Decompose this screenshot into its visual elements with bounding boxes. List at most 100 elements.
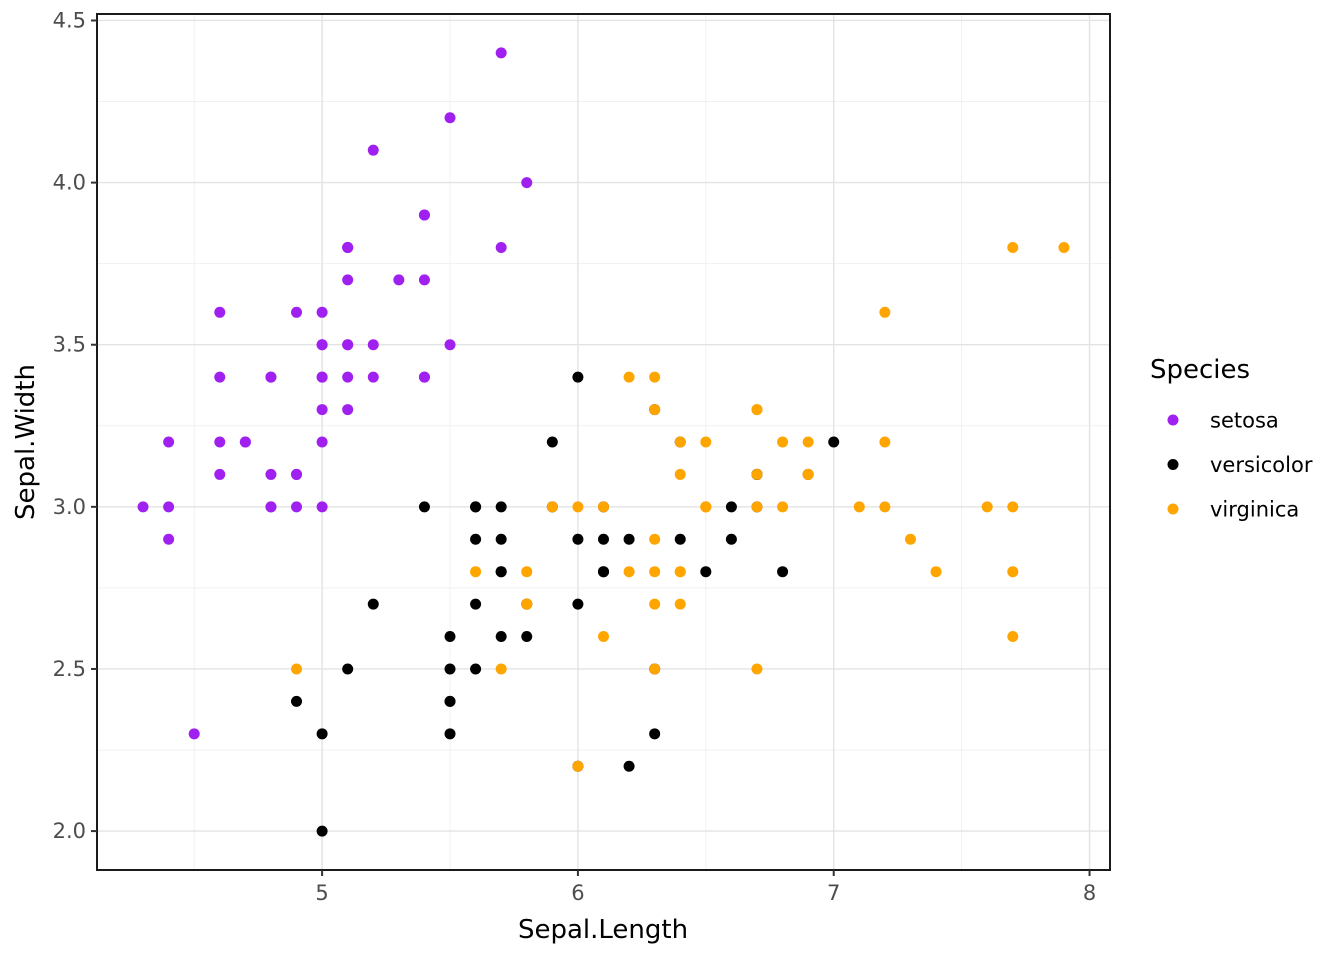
data-point-setosa [291, 306, 303, 318]
data-point-setosa [444, 339, 456, 351]
data-point-virginica [777, 436, 789, 448]
data-point-setosa [342, 404, 354, 416]
data-point-virginica [649, 663, 661, 675]
data-point-virginica [879, 436, 891, 448]
data-point-setosa [342, 274, 354, 286]
data-point-virginica [674, 468, 686, 480]
data-point-versicolor [367, 598, 379, 610]
legend-title: Species [1150, 355, 1250, 385]
data-point-setosa [521, 177, 533, 189]
panel-border [96, 13, 1111, 871]
data-point-versicolor [572, 371, 584, 383]
data-point-setosa [163, 533, 175, 545]
data-point-versicolor [444, 695, 456, 707]
data-point-virginica [495, 663, 507, 675]
data-point-versicolor [572, 533, 584, 545]
data-point-virginica [572, 760, 584, 772]
data-point-setosa [291, 468, 303, 480]
data-point-virginica [1007, 241, 1019, 253]
data-point-virginica [930, 566, 942, 578]
data-point-setosa [342, 339, 354, 351]
data-point-virginica [879, 501, 891, 513]
data-point-setosa [316, 501, 328, 513]
data-point-setosa [291, 501, 303, 513]
data-point-setosa [495, 47, 507, 59]
data-point-virginica [879, 306, 891, 318]
data-point-versicolor [828, 436, 840, 448]
data-point-virginica [751, 468, 763, 480]
data-point-virginica [649, 404, 661, 416]
data-point-virginica [674, 566, 686, 578]
data-point-virginica [546, 501, 558, 513]
data-point-versicolor [495, 631, 507, 643]
data-point-setosa [163, 436, 175, 448]
data-point-versicolor [546, 436, 558, 448]
data-point-setosa [367, 144, 379, 156]
y-tick-label: 3.5 [53, 333, 86, 357]
data-point-versicolor [725, 501, 737, 513]
x-tick-label: 7 [827, 881, 840, 905]
data-point-virginica [572, 501, 584, 513]
data-point-setosa [316, 339, 328, 351]
legend: Species setosa versicolor virginica [1150, 355, 1313, 522]
data-point-virginica [751, 404, 763, 416]
axis-tick-labels: 5 6 7 8 2.0 2.5 3.0 3.5 4.0 4.5 [53, 8, 1097, 905]
data-point-virginica [1007, 631, 1019, 643]
data-point-virginica [649, 598, 661, 610]
data-point-versicolor [777, 566, 789, 578]
data-point-versicolor [316, 728, 328, 740]
data-point-versicolor [444, 631, 456, 643]
data-point-virginica [674, 436, 686, 448]
data-point-setosa [367, 339, 379, 351]
data-point-setosa [316, 404, 328, 416]
legend-key-setosa [1167, 414, 1179, 426]
data-point-versicolor [572, 598, 584, 610]
data-point-versicolor [418, 501, 430, 513]
data-point-setosa [214, 436, 226, 448]
data-point-versicolor [470, 598, 482, 610]
data-point-setosa [214, 306, 226, 318]
data-point-setosa [137, 501, 149, 513]
x-tick-label: 5 [315, 881, 328, 905]
data-point-setosa [316, 306, 328, 318]
data-point-virginica [291, 663, 303, 675]
data-point-setosa [239, 436, 251, 448]
y-tick-label: 2.5 [53, 657, 86, 681]
data-point-setosa [214, 371, 226, 383]
y-axis-title: Sepal.Width [11, 364, 41, 520]
data-point-setosa [495, 241, 507, 253]
data-point-setosa [316, 436, 328, 448]
data-point-virginica [649, 566, 661, 578]
data-point-versicolor [495, 533, 507, 545]
data-point-setosa [265, 371, 277, 383]
data-point-setosa [418, 371, 430, 383]
data-point-setosa [444, 112, 456, 124]
data-point-virginica [649, 533, 661, 545]
data-point-setosa [342, 371, 354, 383]
legend-item-label: versicolor [1210, 453, 1313, 477]
legend-key-virginica [1167, 503, 1179, 515]
data-point-versicolor [649, 728, 661, 740]
data-point-versicolor [725, 533, 737, 545]
data-point-versicolor [342, 663, 354, 675]
data-point-setosa [163, 501, 175, 513]
data-point-setosa [418, 274, 430, 286]
data-point-versicolor [291, 695, 303, 707]
data-point-virginica [751, 501, 763, 513]
data-point-virginica [777, 501, 789, 513]
data-point-versicolor [700, 566, 712, 578]
data-point-virginica [598, 501, 609, 513]
axis-ticks [91, 19, 1091, 876]
x-tick-label: 6 [571, 881, 584, 905]
data-point-versicolor [470, 501, 482, 513]
data-point-virginica [700, 436, 712, 448]
data-point-virginica [598, 631, 609, 643]
data-point-setosa [367, 371, 379, 383]
y-tick-label: 2.0 [53, 819, 86, 843]
legend-key-versicolor [1167, 459, 1179, 470]
data-point-virginica [470, 566, 482, 578]
data-point-versicolor [598, 566, 609, 578]
data-point-virginica [674, 598, 686, 610]
